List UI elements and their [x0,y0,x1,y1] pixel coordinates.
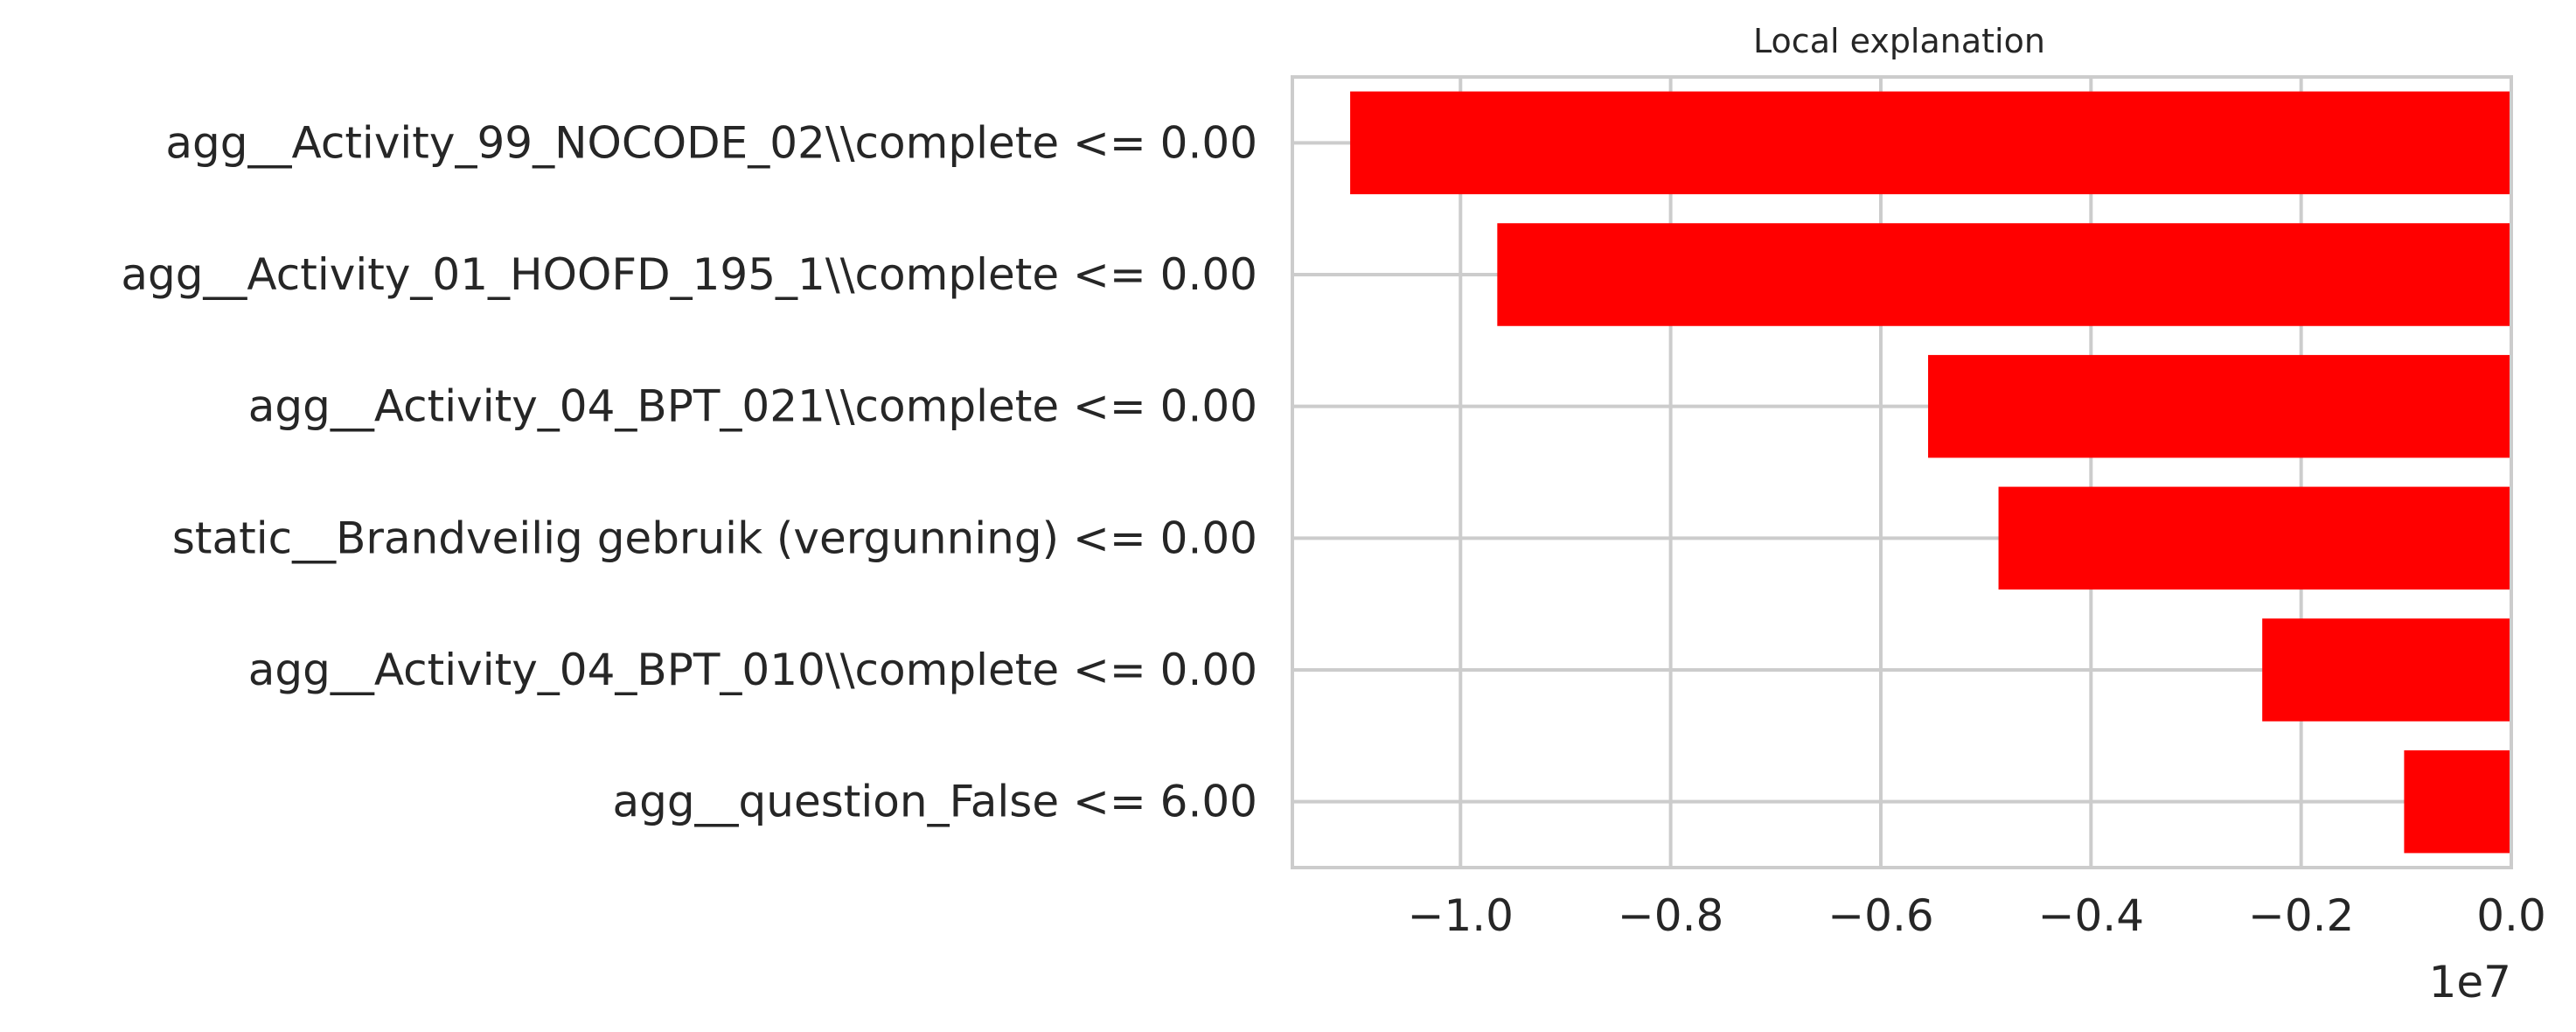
x-tick-label: −0.6 [1828,890,1933,941]
plot-frame [1291,75,2513,869]
category-label: static__Brandveilig gebruik (vergunning)… [172,513,1257,563]
category-label: agg__Activity_04_BPT_021\\complete <= 0.… [248,381,1257,432]
category-label: agg__question_False <= 6.00 [612,777,1257,827]
category-label: agg__Activity_04_BPT_010\\complete <= 0.… [248,645,1257,695]
category-label: agg__Activity_01_HOOFD_195_1\\complete <… [121,249,1257,300]
x-tick-label: −0.4 [2038,890,2144,941]
bar [2262,618,2511,722]
x-tick-labels: −1.0 −0.8 −0.6 −0.4 −0.2 0.0 [1408,890,2546,941]
bars [1350,91,2511,854]
category-label: agg__Activity_99_NOCODE_02\\complete <= … [165,117,1257,168]
bar [1497,223,2511,326]
x-tick-label: −0.8 [1618,890,1723,941]
x-axis-offset-label: 1e7 [2429,957,2511,1008]
chart-title: Local explanation [1753,22,2045,60]
bar [2404,750,2511,854]
category-labels: agg__Activity_99_NOCODE_02\\complete <= … [121,117,1257,826]
bar [1998,486,2511,590]
bar [1350,91,2511,195]
x-tick-label: −1.0 [1408,890,1514,941]
x-tick-label: −0.2 [2248,890,2354,941]
x-tick-label: 0.0 [2476,890,2546,941]
bar [1928,354,2511,458]
